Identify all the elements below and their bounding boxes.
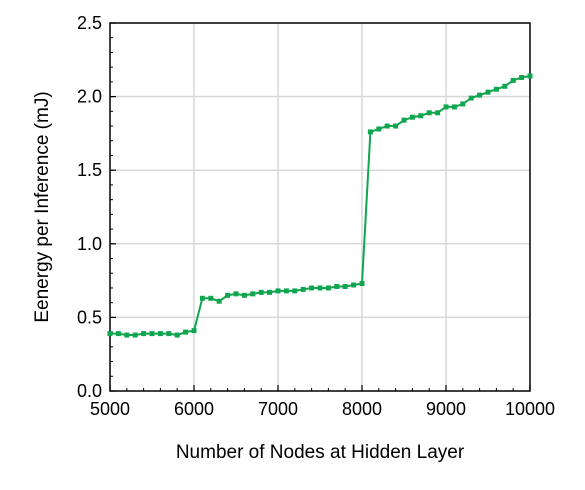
y-tick-label: 1.0 — [77, 234, 102, 254]
series-line — [110, 75, 531, 337]
data-point — [292, 288, 298, 294]
data-point — [334, 283, 340, 289]
data-point — [468, 95, 474, 101]
data-point — [519, 74, 525, 80]
data-point — [166, 331, 172, 337]
y-tick-label: 0.0 — [77, 381, 102, 401]
data-point — [485, 89, 491, 95]
data-point — [225, 292, 231, 298]
plot-frame — [109, 22, 531, 392]
data-point — [267, 289, 273, 295]
data-point — [443, 104, 449, 110]
data-point — [309, 285, 315, 291]
data-point — [317, 285, 323, 291]
grid-lines — [110, 23, 530, 391]
data-point — [409, 114, 415, 120]
x-tick-label: 6000 — [174, 399, 214, 419]
x-tick-label: 9000 — [426, 399, 466, 419]
data-point — [174, 332, 180, 338]
data-point — [124, 332, 130, 338]
data-point — [241, 292, 247, 298]
data-point — [502, 83, 508, 89]
data-point — [132, 332, 138, 338]
major-ticks — [109, 22, 531, 392]
series-markers — [107, 73, 533, 338]
data-point — [477, 92, 483, 98]
data-point — [393, 123, 399, 129]
data-point — [191, 328, 197, 334]
data-point — [460, 101, 466, 107]
y-tick-labels: 0.0 0.5 1.0 1.5 2.0 2.5 — [77, 13, 102, 401]
data-point — [233, 291, 239, 297]
y-tick-label: 1.5 — [77, 160, 102, 180]
y-tick-label: 2.5 — [77, 13, 102, 33]
data-point — [258, 289, 264, 295]
minor-ticks — [109, 22, 531, 392]
x-tick-label: 5000 — [90, 399, 130, 419]
data-point — [183, 329, 189, 335]
data-point — [283, 288, 289, 294]
x-tick-label: 7000 — [258, 399, 298, 419]
data-point — [351, 282, 357, 288]
data-point — [435, 110, 441, 116]
data-point — [493, 86, 499, 92]
data-point — [451, 104, 457, 110]
y-axis-title: Eenergy per Inference (mJ) — [32, 91, 53, 322]
data-point — [275, 288, 281, 294]
data-point — [141, 331, 147, 337]
data-point — [199, 295, 205, 301]
data-point — [157, 331, 163, 337]
data-point — [418, 113, 424, 119]
data-point — [216, 298, 222, 304]
data-point — [376, 126, 382, 132]
data-point — [426, 110, 432, 116]
data-point — [367, 129, 373, 135]
y-tick-label: 2.0 — [77, 87, 102, 107]
data-point — [325, 285, 331, 291]
data-point — [510, 77, 516, 83]
x-tick-label: 10000 — [505, 399, 555, 419]
data-point — [149, 331, 155, 337]
data-point — [250, 291, 256, 297]
data-point — [359, 281, 365, 287]
y-tick-label: 0.5 — [77, 307, 102, 327]
x-tick-label: 8000 — [342, 399, 382, 419]
data-point — [527, 73, 533, 79]
x-tick-labels: 5000 6000 7000 8000 9000 10000 — [90, 399, 555, 419]
data-point — [401, 117, 407, 123]
x-axis-title: Number of Nodes at Hidden Layer — [176, 442, 465, 463]
data-point — [115, 331, 121, 337]
data-point — [208, 295, 214, 301]
data-point — [342, 283, 348, 289]
data-point — [384, 123, 390, 129]
data-point — [300, 286, 306, 292]
data-point — [107, 331, 113, 337]
